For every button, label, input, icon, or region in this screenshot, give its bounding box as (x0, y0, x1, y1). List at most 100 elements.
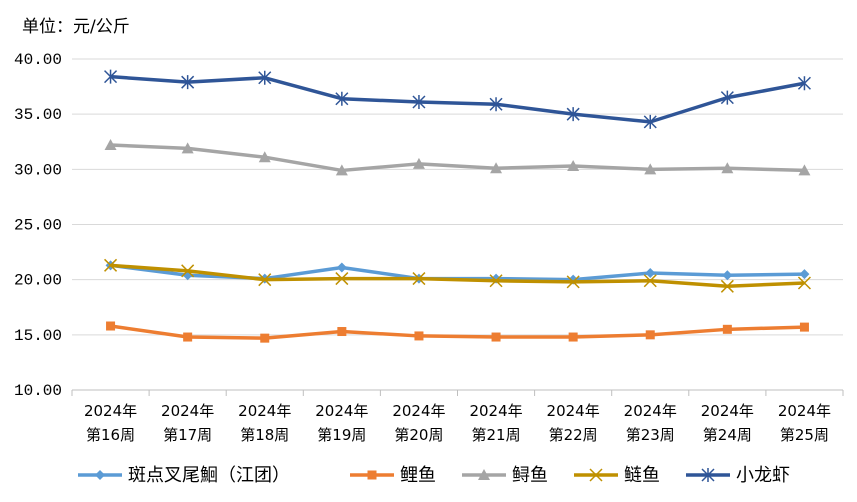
y-tick-label: 40.00 (14, 51, 62, 69)
legend-marker (589, 468, 603, 482)
x-tick-label-year: 2024年 (84, 402, 137, 420)
x-tick-label-week: 第16周 (86, 426, 135, 444)
legend-item: 斑点叉尾鮰（江团） (78, 465, 290, 486)
data-point (721, 162, 734, 174)
data-point (720, 279, 734, 293)
series-lines (104, 69, 811, 343)
data-point (797, 76, 811, 91)
data-point (335, 91, 349, 106)
data-point (335, 164, 348, 176)
data-point (104, 69, 118, 84)
data-point (645, 330, 655, 340)
legend-item: 鲢鱼 (574, 465, 660, 486)
data-point (489, 274, 503, 288)
x-tick-label-week: 第17周 (163, 426, 212, 444)
unit-label: 单位：元/公斤 (22, 17, 130, 37)
axes: 10.00 15.00 20.00 25.00 30.00 35.00 40.00 2024年… (14, 51, 844, 444)
data-point (720, 90, 734, 105)
legend-marker (701, 468, 715, 482)
x-tick-label-week: 第23周 (626, 426, 675, 444)
series-line (110, 74, 805, 124)
data-point (489, 97, 503, 112)
data-point (798, 164, 811, 176)
series-line (110, 263, 805, 289)
data-point (181, 142, 194, 154)
legend-label: 斑点叉尾鮰（江团） (128, 465, 290, 486)
data-point (335, 272, 349, 286)
data-point (258, 70, 272, 85)
data-point (106, 321, 116, 331)
data-point (412, 95, 426, 110)
legend-marker (367, 470, 377, 480)
x-tick-label-week: 第21周 (472, 426, 521, 444)
x-tick-label-year: 2024年 (315, 402, 368, 420)
series-1 (106, 321, 809, 343)
x-tick-label-week: 第25周 (780, 426, 829, 444)
data-point (183, 332, 193, 342)
y-tick-label: 15.00 (14, 327, 62, 345)
data-point (797, 276, 811, 290)
y-tick-label: 10.00 (14, 382, 62, 400)
legend-item: 鲤鱼 (350, 465, 436, 486)
series-4 (104, 69, 811, 129)
data-point (568, 332, 578, 342)
data-point (181, 264, 195, 278)
x-tick-label-year: 2024年 (392, 402, 445, 420)
gridlines (72, 58, 843, 336)
legend-label: 鲟鱼 (512, 465, 548, 486)
data-point (258, 151, 271, 163)
legend-item: 小龙虾 (686, 465, 790, 486)
legend-marker (95, 470, 105, 480)
legend-label: 鲢鱼 (624, 465, 660, 486)
data-point (567, 160, 580, 172)
data-point (645, 268, 656, 279)
x-tick-label-week: 第18周 (240, 426, 289, 444)
y-tick-label: 25.00 (14, 217, 62, 235)
data-point (490, 162, 503, 174)
x-tick-label-week: 第24周 (703, 426, 752, 444)
series-line (110, 324, 805, 340)
series-3 (104, 258, 811, 293)
data-point (491, 332, 501, 342)
data-point (643, 114, 657, 129)
data-point (412, 272, 426, 286)
y-tick-label: 35.00 (14, 106, 62, 124)
x-tick-label-year: 2024年 (701, 402, 754, 420)
data-point (412, 157, 425, 169)
data-point (337, 327, 347, 337)
data-point (566, 275, 580, 289)
legend-marker (478, 469, 490, 480)
x-tick-label-week: 第19周 (317, 426, 366, 444)
data-point (566, 107, 580, 122)
legend: 斑点叉尾鮰（江团） 鲤鱼 鲟鱼 鲢鱼 小龙虾 (78, 465, 790, 486)
y-tick-label: 20.00 (14, 272, 62, 290)
legend-label: 小龙虾 (736, 465, 790, 486)
x-tick-label-year: 2024年 (238, 402, 291, 420)
x-tick-label-year: 2024年 (778, 402, 831, 420)
legend-label: 鲤鱼 (400, 465, 436, 486)
x-tick-label-year: 2024年 (469, 402, 522, 420)
data-point (799, 269, 810, 280)
data-point (104, 258, 118, 272)
data-point (260, 333, 270, 343)
data-point (258, 273, 272, 287)
data-point (336, 262, 347, 273)
data-point (414, 331, 424, 341)
data-point (104, 139, 117, 151)
data-point (722, 270, 733, 281)
x-tick-label-week: 第20周 (394, 426, 443, 444)
legend-item: 鲟鱼 (462, 465, 548, 486)
series-2 (104, 139, 811, 176)
x-tick-label-year: 2024年 (547, 402, 600, 420)
y-tick-label: 30.00 (14, 161, 62, 179)
x-tick-label-year: 2024年 (624, 402, 677, 420)
data-point (181, 75, 195, 90)
data-point (799, 322, 809, 332)
x-tick-label-year: 2024年 (161, 402, 214, 420)
data-point (722, 324, 732, 334)
series-line (110, 143, 805, 173)
data-point (643, 274, 657, 288)
data-point (644, 163, 657, 175)
